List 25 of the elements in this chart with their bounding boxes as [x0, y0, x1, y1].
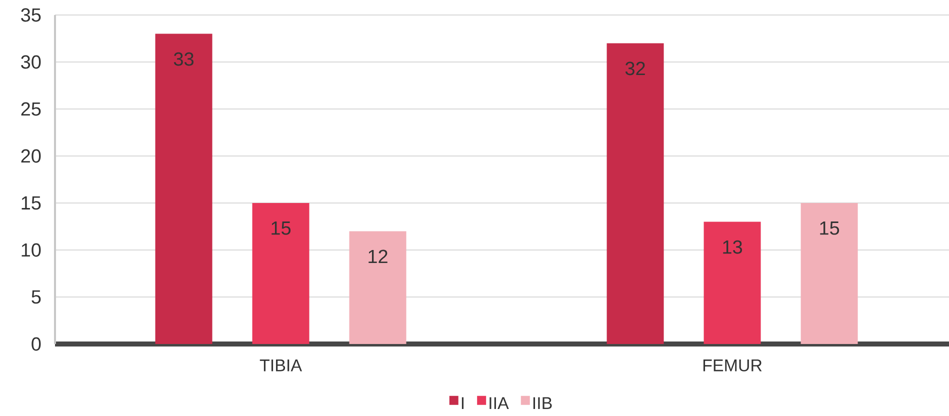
x-tick-label: TIBIA	[260, 360, 302, 372]
data-label: 15	[272, 222, 291, 235]
y-tick-label: 10	[22, 243, 41, 257]
data-label: 33	[174, 52, 194, 66]
bar	[606, 43, 664, 344]
data-label: 13	[723, 240, 742, 254]
bar	[155, 34, 212, 344]
y-tick-label: 35	[21, 8, 41, 22]
x-tick-label: FEMUR	[703, 360, 762, 372]
y-tick-label: 20	[21, 149, 41, 163]
bar	[800, 203, 858, 344]
bar	[349, 231, 406, 344]
data-label: 15	[820, 222, 840, 235]
legend-label: IIB	[533, 397, 552, 409]
data-label: 12	[368, 250, 388, 263]
bar	[252, 203, 310, 344]
y-tick-label: 0	[32, 337, 41, 351]
y-tick-label: 5	[32, 290, 41, 304]
y-tick-label: 25	[21, 102, 41, 116]
y-tick-label: 15	[22, 196, 41, 210]
legend-label: IIA	[490, 397, 509, 409]
data-label: 32	[625, 62, 645, 76]
legend-label: I	[462, 397, 464, 409]
y-tick-label: 30	[21, 55, 41, 69]
bar	[704, 222, 761, 344]
